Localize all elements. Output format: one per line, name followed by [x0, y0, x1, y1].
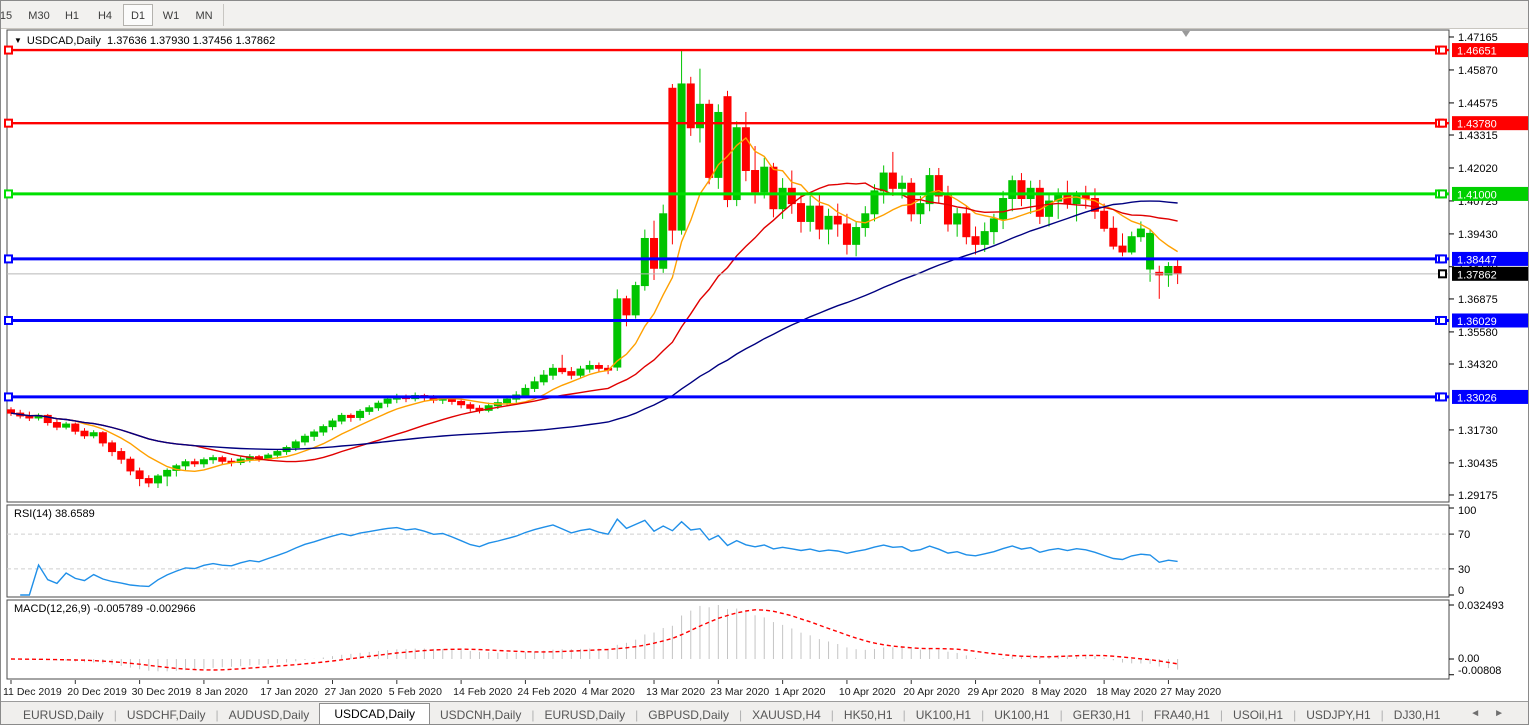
tab-separator: | [1380, 708, 1384, 722]
svg-text:27 May 2020: 27 May 2020 [1160, 686, 1221, 698]
symbol-tab-gbpusd-daily[interactable]: GBPUSD,Daily [648, 708, 729, 722]
symbol-tab-xauusd-h4[interactable]: XAUUSD,H4 [752, 708, 821, 722]
svg-text:20 Dec 2019: 20 Dec 2019 [67, 686, 127, 698]
rsi-indicator-label: RSI(14) 38.6589 [14, 508, 95, 520]
svg-text:0.032493: 0.032493 [1458, 600, 1504, 612]
tab-separator: | [531, 708, 535, 722]
svg-text:1.41000: 1.41000 [1457, 189, 1497, 201]
svg-text:1.37862: 1.37862 [1457, 269, 1497, 281]
symbol-tab-usdcad-daily[interactable]: USDCAD,Daily [319, 703, 430, 724]
symbol-tab-bar: EURUSD,Daily | USDCHF,Daily | AUDUSD,Daily US… [1, 701, 1528, 724]
svg-text:100: 100 [1458, 505, 1476, 517]
svg-text:10 Apr 2020: 10 Apr 2020 [839, 686, 896, 698]
svg-text:1.45870: 1.45870 [1458, 65, 1498, 77]
svg-text:1.43315: 1.43315 [1458, 130, 1498, 142]
symbol-tab-usoil-h1[interactable]: USOil,H1 [1233, 708, 1284, 722]
svg-text:0.00: 0.00 [1458, 653, 1479, 665]
svg-text:11 Dec 2019: 11 Dec 2019 [3, 686, 62, 698]
svg-text:1.44575: 1.44575 [1458, 98, 1498, 110]
svg-text:1.38447: 1.38447 [1457, 254, 1497, 266]
symbol-tab-eurusd-daily[interactable]: EURUSD,Daily [544, 708, 626, 722]
symbol-tab-audusd-daily[interactable]: AUDUSD,Daily [228, 708, 310, 722]
macd-pane[interactable]: 0.032493 0.00-0.00808 [1, 599, 1529, 680]
tab-separator: | [830, 708, 834, 722]
symbol-tab-eurusd-daily[interactable]: EURUSD,Daily [23, 708, 104, 722]
svg-text:4 Mar 2020: 4 Mar 2020 [582, 686, 635, 698]
timeframe-toolbar: 15 M30 H1 H4 D1 W1 MN [1, 1, 1528, 29]
svg-text:13 Mar 2020: 13 Mar 2020 [646, 686, 705, 698]
svg-text:1.46651: 1.46651 [1457, 46, 1497, 58]
symbol-tab-usdchf-daily[interactable]: USDCHF,Daily [126, 708, 206, 722]
symbol-tab-hk50-h1[interactable]: HK50,H1 [843, 708, 893, 722]
symbol-tab-dj30-h1[interactable]: DJ30,H1 [1393, 708, 1441, 722]
tab-separator: | [113, 708, 117, 722]
chevron-down-icon[interactable]: ▼ [14, 36, 22, 45]
timeframe-button-15[interactable]: 15 [0, 10, 13, 22]
svg-text:30: 30 [1458, 564, 1470, 576]
svg-text:1 Apr 2020: 1 Apr 2020 [775, 686, 826, 698]
tab-separator: | [1219, 708, 1224, 722]
price-pane[interactable]: 1.471651.458701.445751.433151.420201.407… [1, 29, 1529, 504]
svg-text:18 May 2020: 18 May 2020 [1096, 686, 1157, 698]
tab-separator: | [1059, 708, 1063, 722]
symbol-tab-ger30-h1[interactable]: GER30,H1 [1072, 708, 1131, 722]
svg-text:1.43780: 1.43780 [1457, 119, 1497, 131]
symbol-tab-usdcnh-daily[interactable]: USDCNH,Daily [440, 708, 522, 722]
svg-text:1.39430: 1.39430 [1458, 229, 1498, 241]
toolbar-separator [223, 4, 224, 26]
svg-text:29 Apr 2020: 29 Apr 2020 [968, 686, 1025, 698]
timeframe-button-h4[interactable]: H4 [97, 10, 113, 22]
chart-title: ▼ USDCAD,Daily 1.37636 1.37930 1.37456 1.… [14, 35, 275, 47]
symbol-tab-fra40-h1[interactable]: FRA40,H1 [1153, 708, 1210, 722]
svg-text:23 Mar 2020: 23 Mar 2020 [710, 686, 769, 698]
svg-text:1.29175: 1.29175 [1458, 490, 1498, 502]
tab-separator: | [738, 708, 743, 722]
svg-text:20 Apr 2020: 20 Apr 2020 [903, 686, 960, 698]
svg-text:1.42020: 1.42020 [1458, 163, 1498, 175]
svg-text:1.35580: 1.35580 [1458, 327, 1498, 339]
svg-text:5 Feb 2020: 5 Feb 2020 [389, 686, 442, 698]
timeframe-button-h1[interactable]: H1 [64, 10, 80, 22]
tab-separator: | [1140, 708, 1144, 722]
timeframe-button-mn[interactable]: MN [195, 10, 213, 22]
tab-scroll-right-icon[interactable]: ► [1494, 708, 1518, 719]
svg-text:1.47165: 1.47165 [1458, 32, 1498, 44]
svg-text:1.30435: 1.30435 [1458, 458, 1498, 470]
svg-text:1.34320: 1.34320 [1458, 359, 1498, 371]
svg-text:17 Jan 2020: 17 Jan 2020 [260, 686, 318, 698]
symbol-tab-usdjpy-h1[interactable]: USDJPY,H1 [1306, 708, 1371, 722]
timeframe-button-d1[interactable]: D1 [123, 4, 153, 26]
svg-text:30 Dec 2019: 30 Dec 2019 [132, 686, 192, 698]
tab-separator: | [981, 708, 985, 722]
svg-text:-0.00808: -0.00808 [1458, 665, 1501, 677]
rsi-pane[interactable]: 100 70 30 0 [1, 504, 1529, 599]
symbol-tab-uk100-h1[interactable]: UK100,H1 [994, 708, 1050, 722]
chart-area[interactable]: ▼ USDCAD,Daily 1.37636 1.37930 1.37456 1.… [1, 29, 1529, 701]
svg-text:1.33026: 1.33026 [1457, 392, 1497, 404]
tab-separator: | [635, 708, 639, 722]
svg-text:1.36029: 1.36029 [1457, 316, 1497, 328]
tab-separator: | [902, 708, 906, 722]
date-axis: 11 Dec 2019 20 Dec 2019 30 Dec 2019 8 Jan 2… [3, 680, 1221, 698]
svg-text:1.31730: 1.31730 [1458, 425, 1498, 437]
timeframe-button-w1[interactable]: W1 [162, 10, 180, 22]
svg-text:24 Feb 2020: 24 Feb 2020 [517, 686, 576, 698]
tab-scroll-left-icon[interactable]: ◄ [1470, 708, 1495, 719]
symbol-tab-uk100-h1[interactable]: UK100,H1 [915, 708, 972, 722]
timeframe-button-m30[interactable]: M30 [28, 10, 50, 22]
svg-text:8 May 2020: 8 May 2020 [1032, 686, 1087, 698]
svg-text:14 Feb 2020: 14 Feb 2020 [453, 686, 512, 698]
svg-text:1.36875: 1.36875 [1458, 294, 1498, 306]
macd-indicator-label: MACD(12,26,9) -0.005789 -0.002966 [14, 603, 196, 615]
svg-text:8 Jan 2020: 8 Jan 2020 [196, 686, 248, 698]
svg-text:70: 70 [1458, 529, 1470, 541]
tab-separator: | [215, 708, 219, 722]
chart-symbol-label: USDCAD,Daily [26, 35, 101, 47]
svg-text:27 Jan 2020: 27 Jan 2020 [325, 686, 383, 698]
svg-text:0: 0 [1458, 585, 1464, 597]
tab-separator: | [1293, 708, 1297, 722]
chart-ohlc-values: 1.37636 1.37930 1.37456 1.37862 [107, 35, 276, 47]
